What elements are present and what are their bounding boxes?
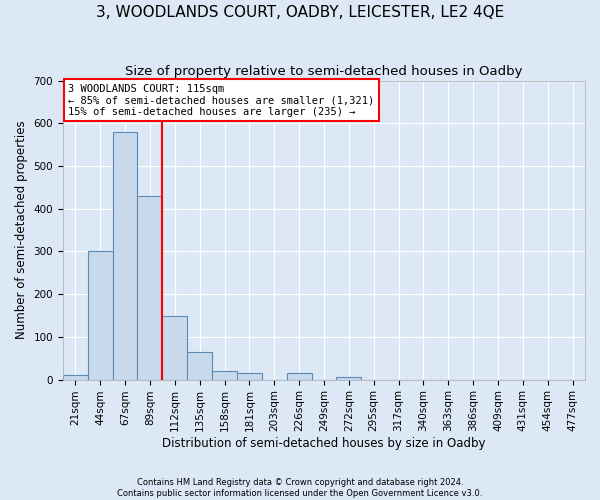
Bar: [113, 132, 137, 380]
Bar: [187, 352, 212, 380]
Bar: [137, 196, 163, 380]
Bar: [212, 371, 237, 380]
Bar: [237, 373, 262, 380]
Text: Contains HM Land Registry data © Crown copyright and database right 2024.
Contai: Contains HM Land Registry data © Crown c…: [118, 478, 482, 498]
X-axis label: Distribution of semi-detached houses by size in Oadby: Distribution of semi-detached houses by …: [162, 437, 486, 450]
Bar: [163, 316, 187, 380]
Y-axis label: Number of semi-detached properties: Number of semi-detached properties: [15, 121, 28, 340]
Bar: [88, 252, 113, 380]
Bar: [337, 378, 361, 380]
Title: Size of property relative to semi-detached houses in Oadby: Size of property relative to semi-detach…: [125, 65, 523, 78]
Bar: [63, 376, 88, 380]
Text: 3, WOODLANDS COURT, OADBY, LEICESTER, LE2 4QE: 3, WOODLANDS COURT, OADBY, LEICESTER, LE…: [96, 5, 504, 20]
Bar: [287, 373, 311, 380]
Text: 3 WOODLANDS COURT: 115sqm
← 85% of semi-detached houses are smaller (1,321)
15% : 3 WOODLANDS COURT: 115sqm ← 85% of semi-…: [68, 84, 374, 116]
